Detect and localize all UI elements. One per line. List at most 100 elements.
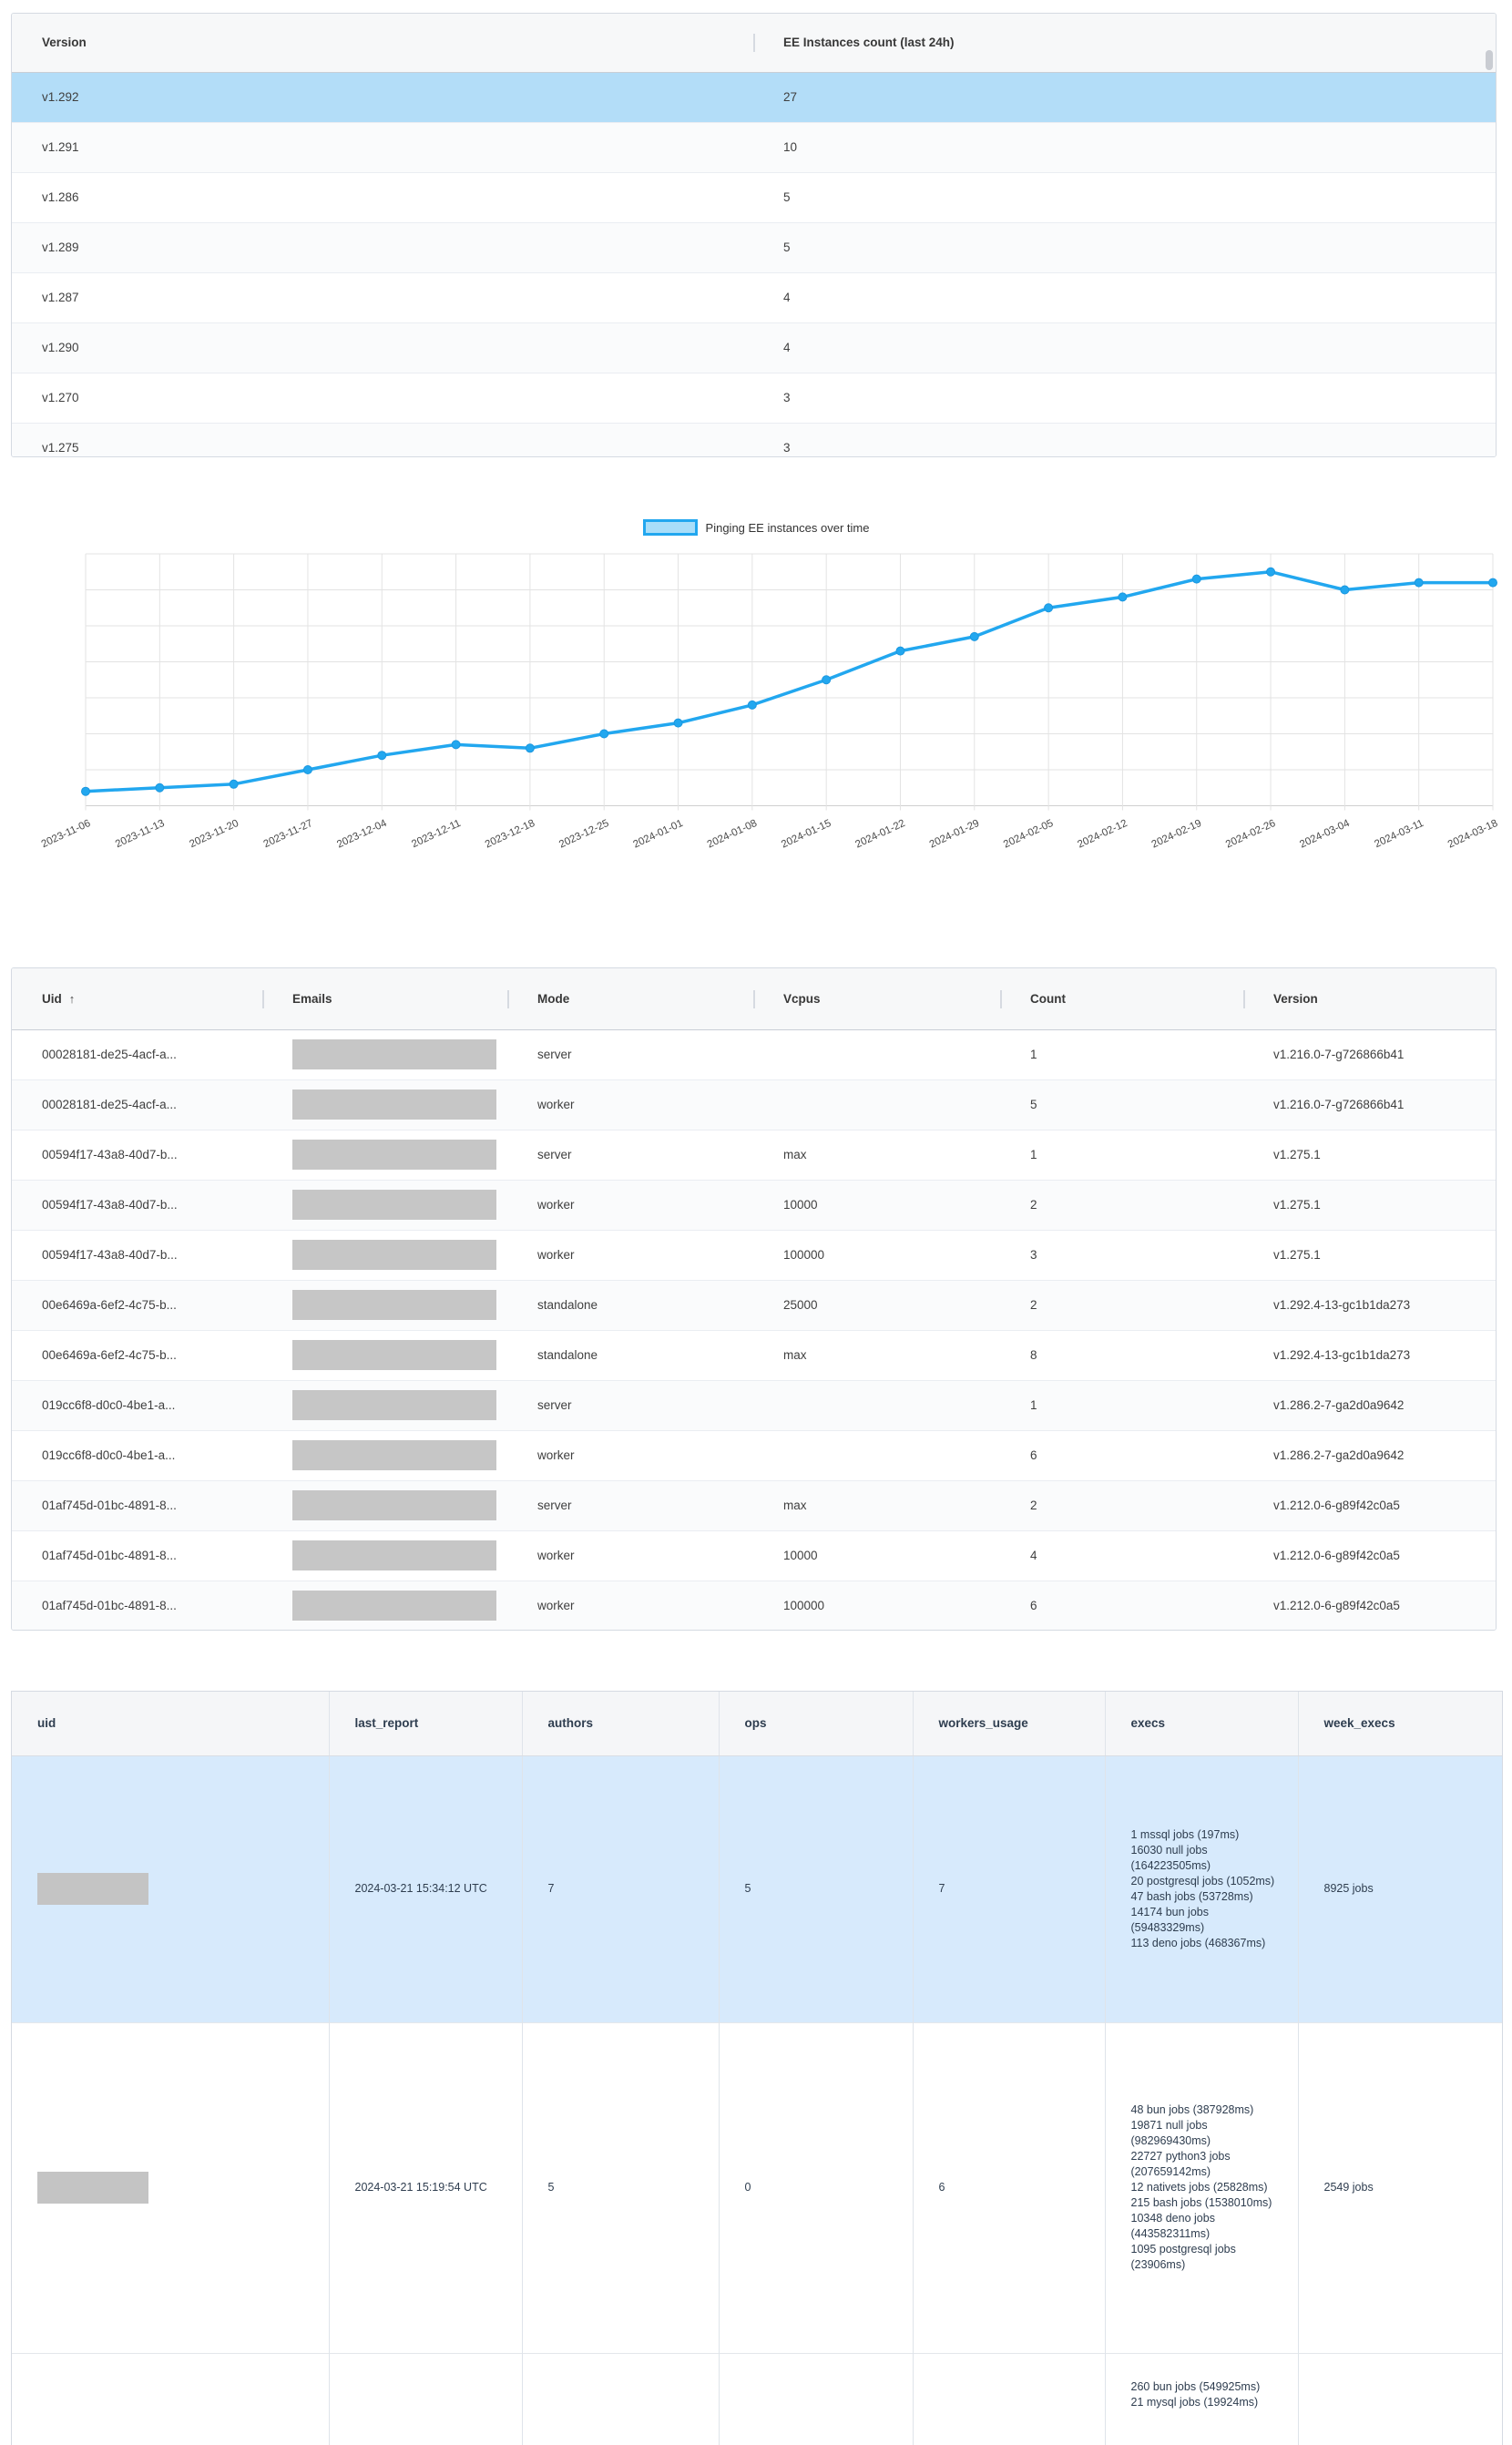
mode-cell: server xyxy=(507,1379,753,1430)
uid-column-header[interactable]: Uid ↑ xyxy=(12,968,262,1030)
version-cell: v1.292.4-13-gc1b1da273 xyxy=(1243,1329,1496,1380)
version-column-header[interactable]: Version xyxy=(12,14,753,73)
usage-table-row[interactable]: 260 bun jobs (549925ms) 21 mysql jobs (1… xyxy=(12,2352,1502,2445)
uid-cell: 00594f17-43a8-40d7-b... xyxy=(12,1229,262,1280)
uid-cell: 00028181-de25-4acf-a... xyxy=(42,1048,177,1061)
legend-label: Pinging EE instances over time xyxy=(705,520,870,535)
last-report-cell: 2024-03-21 15:19:54 UTC xyxy=(328,2021,522,2353)
emails-column-header[interactable]: Emails xyxy=(262,968,507,1030)
instance-count-cell: 4 xyxy=(753,271,1496,322)
count-cell: 1 xyxy=(1000,1129,1243,1180)
instances-table-row[interactable]: 00e6469a-6ef2-4c75-b... standalone 25000… xyxy=(12,1279,1496,1330)
workers-usage-cell: 6 xyxy=(912,2021,1105,2353)
version-column-header[interactable]: Version xyxy=(1243,968,1496,1030)
instances-table-row[interactable]: 019cc6f8-d0c0-4be1-a... server 1 v1.286.… xyxy=(12,1379,1496,1430)
x-axis-label: 2024-01-01 xyxy=(631,818,684,851)
vcpus-cell xyxy=(753,1429,1000,1480)
usage-table-row[interactable]: 2024-03-21 15:19:54 UTC 5 0 6 48 bun job… xyxy=(12,2021,1502,2353)
mode-cell: worker xyxy=(507,1179,753,1230)
instances-table-row[interactable]: 00028181-de25-4acf-a... server 1 v1.216.… xyxy=(12,1029,1496,1079)
chart-point xyxy=(969,631,979,641)
version-table-row[interactable]: v1.286 5 xyxy=(12,171,1496,222)
ops-cell: 0 xyxy=(718,2021,913,2353)
instance-count-cell: 27 xyxy=(783,90,798,104)
count-cell: 6 xyxy=(1000,1580,1243,1630)
instances-table-row[interactable]: 00e6469a-6ef2-4c75-b... standalone max 8… xyxy=(12,1329,1496,1380)
version-table-row[interactable]: v1.270 3 xyxy=(12,372,1496,423)
count-cell: 2 xyxy=(1000,1179,1243,1230)
chart-point xyxy=(451,740,461,750)
uid-cell: 01af745d-01bc-4891-8... xyxy=(12,1479,262,1530)
redacted-uid xyxy=(37,2172,148,2204)
version-cell: v1.270 xyxy=(12,372,753,423)
chart-point xyxy=(1191,574,1201,584)
count-cell: 4 xyxy=(1000,1529,1243,1581)
redacted-email xyxy=(292,1290,496,1320)
instances-table: Uid ↑ Emails Mode Vcpus Count Version 000… xyxy=(11,967,1497,1631)
version-table-row[interactable]: v1.290 4 xyxy=(12,322,1496,373)
ee-instances-count-column-header[interactable]: EE Instances count (last 24h) xyxy=(753,14,1496,73)
instances-table-row[interactable]: 00594f17-43a8-40d7-b... worker 10000 2 v… xyxy=(12,1179,1496,1230)
emails-cell xyxy=(262,1179,507,1230)
week-execs-cell xyxy=(1297,2352,1502,2445)
version-cell: v1.292 xyxy=(42,90,79,104)
instances-table-row[interactable]: 01af745d-01bc-4891-8... worker 10000 4 v… xyxy=(12,1529,1496,1581)
instances-table-row[interactable]: 01af745d-01bc-4891-8... worker 100000 6 … xyxy=(12,1580,1496,1630)
authors-column-header: authors xyxy=(521,1692,719,1756)
version-table-row[interactable]: v1.289 5 xyxy=(12,221,1496,272)
chart-legend[interactable]: Pinging EE instances over time xyxy=(0,519,1512,536)
week-execs-column-header: week_execs xyxy=(1297,1692,1502,1756)
emails-cell xyxy=(262,1129,507,1180)
workers-usage-column-header: workers_usage xyxy=(912,1692,1105,1756)
version-table-row[interactable]: v1.275 3 xyxy=(12,422,1496,456)
ops-cell xyxy=(718,2352,913,2445)
last-report-cell: 2024-03-21 15:34:12 UTC xyxy=(328,1754,522,2022)
last-report-column-header: last_report xyxy=(328,1692,522,1756)
instance-count-cell: 3 xyxy=(753,422,1496,456)
redacted-email xyxy=(292,1090,496,1120)
instance-count-cell: 4 xyxy=(753,322,1496,373)
x-axis-label: 2023-11-27 xyxy=(262,818,315,850)
version-table-row[interactable]: v1.292 27 xyxy=(12,72,1496,122)
version-cell: v1.292.4-13-gc1b1da273 xyxy=(1243,1279,1496,1330)
version-cell: v1.212.0-6-g89f42c0a5 xyxy=(1243,1529,1496,1581)
emails-cell xyxy=(262,1079,507,1130)
execs-cell: 260 bun jobs (549925ms) 21 mysql jobs (1… xyxy=(1104,2352,1298,2445)
usage-table-row[interactable]: 2024-03-21 15:34:12 UTC 7 5 7 1 mssql jo… xyxy=(12,1754,1502,2022)
x-axis-label: 2023-12-11 xyxy=(410,818,463,850)
header-column-divider xyxy=(262,990,264,1008)
redacted-email xyxy=(292,1440,496,1470)
instances-table-row[interactable]: 00594f17-43a8-40d7-b... server max 1 v1.… xyxy=(12,1129,1496,1180)
instances-table-row[interactable]: 00028181-de25-4acf-a... worker 5 v1.216.… xyxy=(12,1079,1496,1130)
mode-column-header[interactable]: Mode xyxy=(507,968,753,1030)
redacted-email xyxy=(292,1540,496,1570)
count-column-header[interactable]: Count xyxy=(1000,968,1243,1030)
chart-line xyxy=(84,570,1495,793)
instances-table-row[interactable]: 019cc6f8-d0c0-4be1-a... worker 6 v1.286.… xyxy=(12,1429,1496,1480)
emails-cell xyxy=(262,1029,507,1079)
header-column-divider xyxy=(753,34,755,52)
version-cell: v1.212.0-6-g89f42c0a5 xyxy=(1243,1479,1496,1530)
chart-point xyxy=(1266,567,1276,577)
instances-table-row[interactable]: 00594f17-43a8-40d7-b... worker 100000 3 … xyxy=(12,1229,1496,1280)
instances-table-row[interactable]: 01af745d-01bc-4891-8... server max 2 v1.… xyxy=(12,1479,1496,1530)
table-scrollbar-thumb[interactable] xyxy=(1486,50,1493,70)
usage-table: uid last_report authors ops workers_usag… xyxy=(11,1691,1503,2445)
redacted-email xyxy=(292,1240,496,1270)
x-axis-label: 2024-03-11 xyxy=(1373,818,1425,850)
week-execs-cell: 2549 jobs xyxy=(1297,2021,1502,2353)
chart-point xyxy=(377,751,387,761)
workers-usage-cell: 7 xyxy=(912,1754,1105,2022)
version-table-row[interactable]: v1.291 10 xyxy=(12,121,1496,172)
vcpus-column-header[interactable]: Vcpus xyxy=(753,968,1000,1030)
emails-cell xyxy=(262,1580,507,1630)
vcpus-cell: 100000 xyxy=(753,1229,1000,1280)
x-axis-label: 2023-12-18 xyxy=(484,818,536,851)
vcpus-cell: 10000 xyxy=(753,1179,1000,1230)
usage-table-header-row: uid last_report authors ops workers_usag… xyxy=(12,1692,1502,1756)
mode-cell: worker xyxy=(507,1529,753,1581)
week-execs-cell: 8925 jobs xyxy=(1297,1754,1502,2022)
ops-cell: 5 xyxy=(718,1754,913,2022)
version-table-row[interactable]: v1.287 4 xyxy=(12,271,1496,322)
count-cell: 1 xyxy=(1030,1048,1037,1061)
